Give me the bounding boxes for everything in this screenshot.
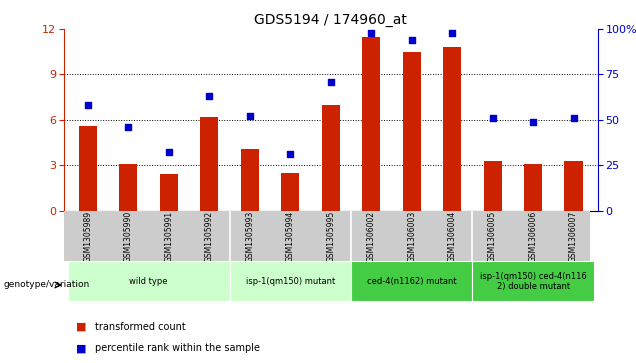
- Bar: [524, 164, 542, 211]
- Text: GSM1306006: GSM1306006: [529, 210, 537, 262]
- Point: [528, 119, 538, 125]
- Bar: [281, 173, 300, 211]
- Text: GSM1305995: GSM1305995: [326, 210, 335, 262]
- Point: [285, 151, 295, 157]
- Text: percentile rank within the sample: percentile rank within the sample: [95, 343, 260, 354]
- Text: GSM1305992: GSM1305992: [205, 211, 214, 261]
- Bar: [473, 261, 594, 301]
- Point: [204, 93, 214, 99]
- Bar: [67, 261, 230, 301]
- Bar: [240, 148, 259, 211]
- Text: isp-1(qm150) mutant: isp-1(qm150) mutant: [245, 277, 335, 286]
- Bar: [443, 47, 461, 211]
- Bar: [483, 160, 502, 211]
- Text: GSM1306005: GSM1306005: [488, 210, 497, 262]
- Bar: [565, 160, 583, 211]
- Bar: [362, 37, 380, 211]
- Text: wild type: wild type: [129, 277, 168, 286]
- Text: GSM1306004: GSM1306004: [448, 210, 457, 262]
- Bar: [200, 117, 218, 211]
- Title: GDS5194 / 174960_at: GDS5194 / 174960_at: [254, 13, 407, 26]
- Bar: [403, 52, 421, 211]
- Text: GSM1306002: GSM1306002: [367, 211, 376, 261]
- Text: GSM1306003: GSM1306003: [407, 210, 416, 262]
- Text: isp-1(qm150) ced-4(n116
2) double mutant: isp-1(qm150) ced-4(n116 2) double mutant: [480, 272, 586, 291]
- Point: [163, 150, 174, 155]
- Text: GSM1305991: GSM1305991: [164, 211, 174, 261]
- Point: [447, 30, 457, 36]
- Point: [406, 37, 417, 43]
- Text: transformed count: transformed count: [95, 322, 186, 332]
- Text: ■: ■: [76, 322, 87, 332]
- Bar: [120, 164, 137, 211]
- Point: [488, 115, 498, 121]
- Point: [366, 30, 377, 36]
- Text: GSM1306007: GSM1306007: [569, 210, 578, 262]
- Text: ■: ■: [76, 343, 87, 354]
- Point: [123, 124, 134, 130]
- Point: [569, 115, 579, 121]
- Bar: [322, 105, 340, 211]
- Bar: [79, 126, 97, 211]
- Text: GSM1305993: GSM1305993: [245, 210, 254, 262]
- Bar: [351, 261, 473, 301]
- Bar: [160, 174, 178, 211]
- Bar: [230, 261, 351, 301]
- Text: ced-4(n1162) mutant: ced-4(n1162) mutant: [367, 277, 457, 286]
- Text: GSM1305994: GSM1305994: [286, 210, 294, 262]
- Text: GSM1305990: GSM1305990: [124, 210, 133, 262]
- Point: [83, 102, 93, 108]
- Point: [326, 79, 336, 85]
- Point: [245, 113, 255, 119]
- Text: GSM1305989: GSM1305989: [83, 211, 92, 261]
- Text: genotype/variation: genotype/variation: [3, 281, 90, 289]
